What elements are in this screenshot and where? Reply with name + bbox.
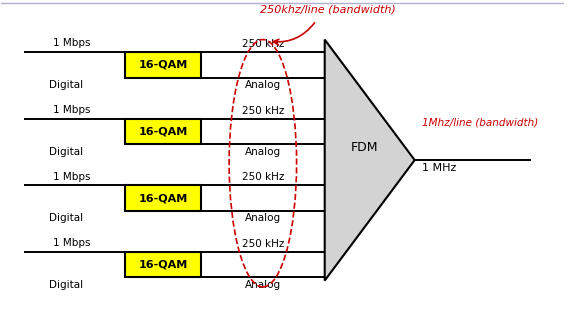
Text: 16-QAM: 16-QAM (139, 193, 188, 203)
FancyBboxPatch shape (125, 185, 201, 211)
Text: Analog: Analog (245, 80, 281, 90)
FancyBboxPatch shape (125, 52, 201, 78)
Text: Analog: Analog (245, 213, 281, 223)
Text: 16-QAM: 16-QAM (139, 260, 188, 270)
Polygon shape (325, 40, 414, 281)
Text: Analog: Analog (245, 147, 281, 157)
FancyBboxPatch shape (125, 119, 201, 144)
Text: 250 kHz: 250 kHz (242, 39, 284, 49)
Text: 250khz/line (bandwidth): 250khz/line (bandwidth) (260, 4, 396, 14)
Text: 250 kHz: 250 kHz (242, 172, 284, 182)
Text: Digital: Digital (49, 280, 83, 290)
Text: Digital: Digital (49, 147, 83, 157)
Text: 1 Mbps: 1 Mbps (53, 38, 91, 48)
Text: Digital: Digital (49, 80, 83, 90)
Text: 1Mhz/line (bandwidth): 1Mhz/line (bandwidth) (422, 117, 538, 127)
FancyBboxPatch shape (125, 252, 201, 277)
Text: 1 Mbps: 1 Mbps (53, 172, 91, 182)
Text: 16-QAM: 16-QAM (139, 126, 188, 137)
Text: Digital: Digital (49, 213, 83, 223)
Text: 1 Mbps: 1 Mbps (53, 105, 91, 115)
Text: 1 MHz: 1 MHz (422, 163, 457, 173)
Text: 250 kHz: 250 kHz (242, 239, 284, 249)
Text: Analog: Analog (245, 280, 281, 290)
Text: 250 kHz: 250 kHz (242, 106, 284, 116)
Text: 1 Mbps: 1 Mbps (53, 238, 91, 248)
Text: 16-QAM: 16-QAM (139, 60, 188, 70)
Text: FDM: FDM (351, 141, 378, 154)
